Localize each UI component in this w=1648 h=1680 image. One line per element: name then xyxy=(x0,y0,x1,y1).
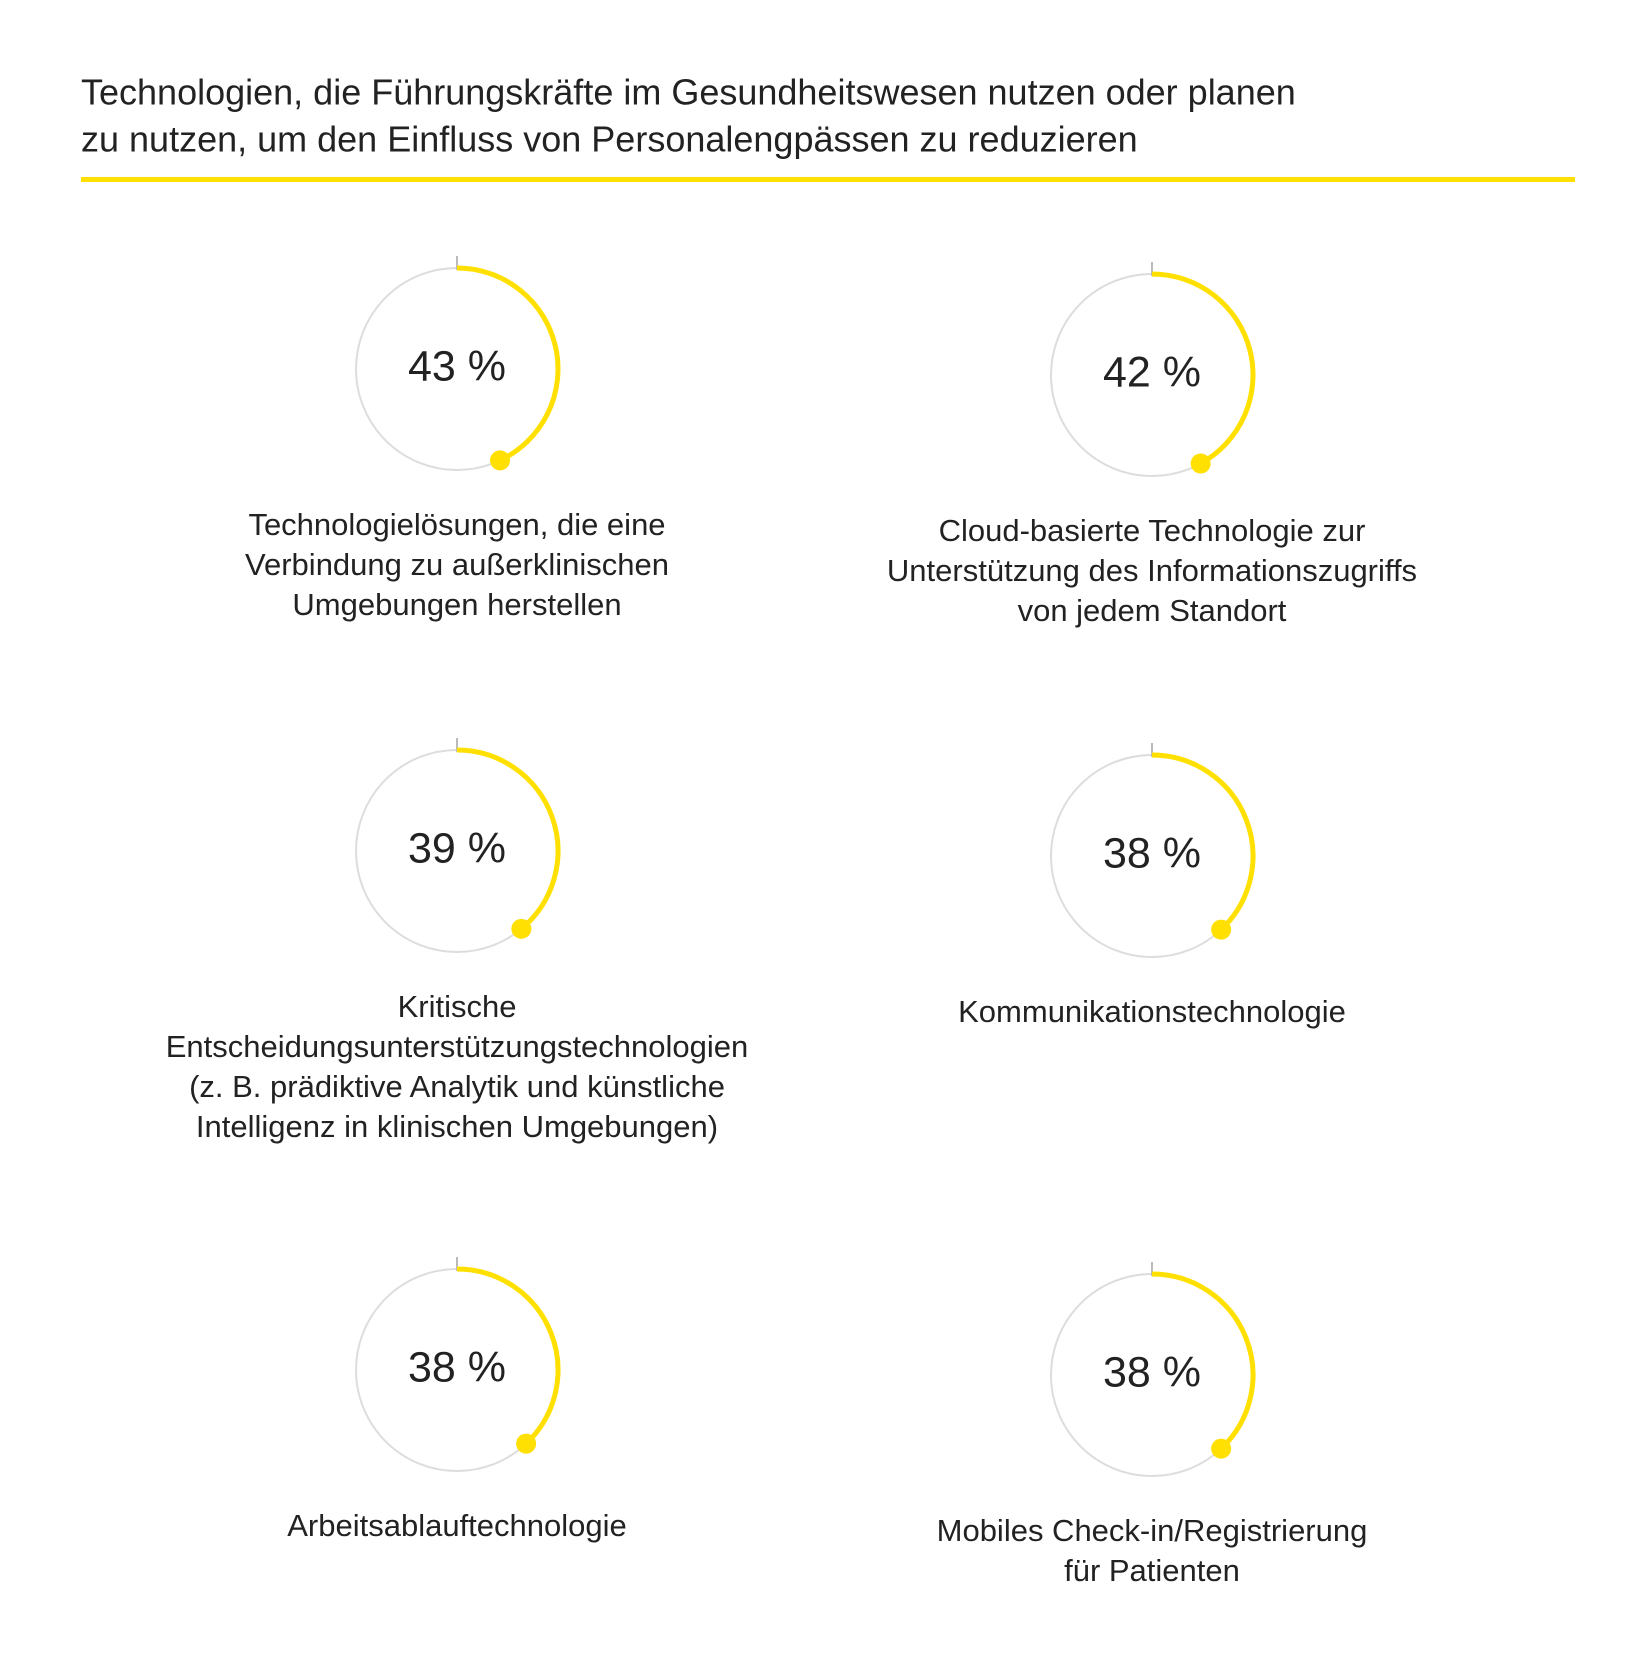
chart-title: Technologien, die Führungskräfte im Gesu… xyxy=(81,72,1296,113)
category-label: Verbindung zu außerklinischen xyxy=(245,547,669,582)
category-label: Technologielösungen, die eine xyxy=(248,507,665,542)
category-label: Cloud-basierte Technologie zur xyxy=(939,513,1366,548)
ring-arc xyxy=(1151,271,1256,466)
value-label: 38 % xyxy=(408,1343,506,1391)
category-label: von jedem Standort xyxy=(1018,593,1287,628)
category-label: (z. B. prädiktive Analytik und künstlich… xyxy=(189,1069,725,1104)
value-label: 38 % xyxy=(1103,1348,1201,1396)
category-label: Intelligenz in klinischen Umgebungen) xyxy=(196,1109,718,1144)
ring-arc xyxy=(1151,752,1256,932)
chart-title: zu nutzen, um den Einfluss von Personale… xyxy=(81,119,1138,160)
ring-end-dot xyxy=(1190,453,1211,474)
category-label: Mobiles Check-in/Registrierung xyxy=(937,1513,1368,1548)
category-label: Kommunikationstechnologie xyxy=(958,994,1346,1029)
value-label: 39 % xyxy=(408,824,506,872)
category-label: Kritische xyxy=(398,989,517,1024)
ring-arc xyxy=(1151,1271,1256,1451)
ring-end-dot xyxy=(516,1433,537,1454)
category-label: Umgebungen herstellen xyxy=(292,587,621,622)
category-label: Unterstützung des Informationszugriffs xyxy=(887,553,1417,588)
ring-arc xyxy=(456,747,561,931)
category-label: Entscheidungsunterstützungstechnologien xyxy=(166,1029,749,1064)
value-label: 38 % xyxy=(1103,829,1201,877)
title-rule xyxy=(81,177,1575,182)
ring-end-dot xyxy=(1211,919,1232,940)
value-label: 43 % xyxy=(408,342,506,390)
ring-arc xyxy=(456,265,561,463)
category-label: Arbeitsablauftechnologie xyxy=(287,1508,627,1543)
value-label: 42 % xyxy=(1103,348,1201,396)
ring-end-dot xyxy=(1211,1438,1232,1459)
ring-end-dot xyxy=(511,918,532,939)
ring-arc xyxy=(456,1266,561,1446)
ring-end-dot xyxy=(490,450,511,471)
category-label: für Patienten xyxy=(1064,1553,1240,1588)
